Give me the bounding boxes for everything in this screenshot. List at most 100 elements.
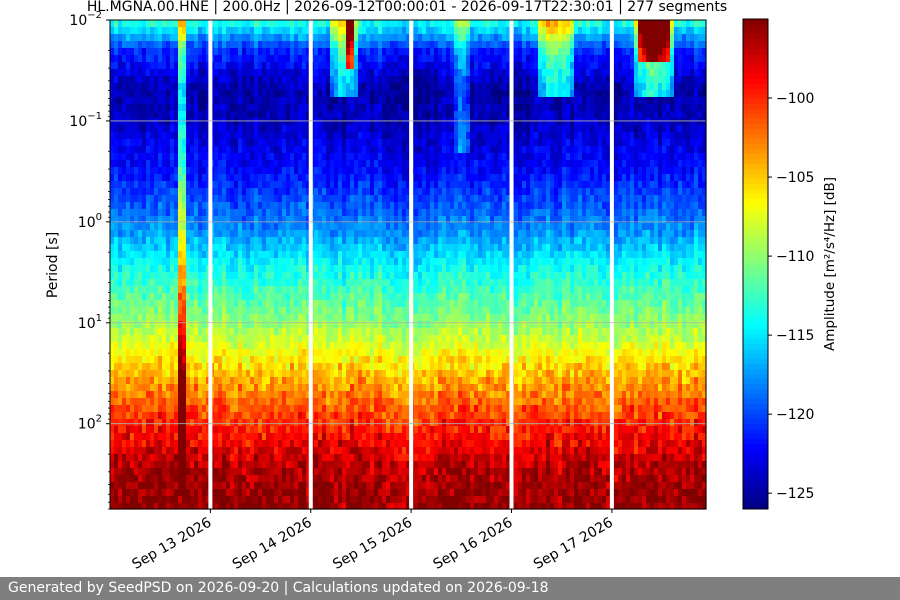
- heatmap-cell: [158, 482, 163, 490]
- heatmap-cell: [322, 419, 327, 427]
- heatmap-cell: [198, 328, 203, 336]
- heatmap-cell: [126, 279, 131, 287]
- heatmap-cell: [350, 90, 355, 98]
- heatmap-cell: [154, 41, 159, 49]
- heatmap-cell: [234, 503, 239, 510]
- heatmap-cell: [250, 279, 255, 287]
- heatmap-cell: [326, 475, 331, 483]
- heatmap-cell: [250, 251, 255, 259]
- heatmap-cell: [182, 482, 187, 490]
- heatmap-cell: [314, 391, 319, 399]
- heatmap-cell: [362, 188, 367, 196]
- heatmap-cell: [346, 258, 351, 266]
- heatmap-cell: [366, 349, 371, 357]
- heatmap-cell: [150, 76, 155, 84]
- heatmap-cell: [362, 265, 367, 273]
- heatmap-cell: [142, 265, 147, 273]
- heatmap-cell: [286, 34, 291, 42]
- heatmap-cell: [126, 244, 131, 252]
- heatmap-cell: [378, 146, 383, 154]
- heatmap-cell: [278, 111, 283, 119]
- heatmap-cell: [250, 258, 255, 266]
- heatmap-cell: [222, 34, 227, 42]
- heatmap-cell: [378, 118, 383, 126]
- heatmap-cell: [174, 209, 179, 217]
- heatmap-cell: [118, 202, 123, 210]
- heatmap-cell: [302, 482, 307, 490]
- heatmap-cell: [170, 132, 175, 140]
- heatmap-cell: [302, 90, 307, 98]
- heatmap-cell: [294, 426, 299, 434]
- heatmap-cell: [358, 461, 363, 469]
- heatmap-cell: [390, 293, 395, 301]
- heatmap-cell: [138, 83, 143, 91]
- heatmap-cell: [374, 69, 379, 77]
- heatmap-cell: [278, 244, 283, 252]
- heatmap-cell: [278, 251, 283, 259]
- heatmap-cell: [278, 153, 283, 161]
- heatmap-cell: [250, 223, 255, 231]
- heatmap-cell: [166, 244, 171, 252]
- heatmap-cell: [230, 384, 235, 392]
- heatmap-cell: [186, 447, 191, 455]
- heatmap-cell: [262, 377, 267, 385]
- heatmap-cell: [150, 209, 155, 217]
- heatmap-cell: [134, 62, 139, 70]
- heatmap-cell: [222, 223, 227, 231]
- heatmap-cell: [358, 300, 363, 308]
- heatmap-cell: [230, 216, 235, 224]
- heatmap-cell: [314, 62, 319, 70]
- heatmap-cell: [358, 167, 363, 175]
- heatmap-cell: [206, 384, 211, 392]
- heatmap-cell: [330, 48, 335, 56]
- heatmap-cell: [166, 202, 171, 210]
- heatmap-cell: [394, 104, 399, 112]
- heatmap-cell: [370, 370, 375, 378]
- heatmap-cell: [214, 377, 219, 385]
- heatmap-cell: [130, 202, 135, 210]
- heatmap-cell: [258, 237, 263, 245]
- heatmap-cell: [134, 356, 139, 364]
- heatmap-cell: [374, 419, 379, 427]
- heatmap-cell: [166, 377, 171, 385]
- heatmap-cell: [370, 377, 375, 385]
- heatmap-cell: [122, 244, 127, 252]
- heatmap-cell: [278, 447, 283, 455]
- heatmap-cell: [242, 188, 247, 196]
- heatmap-cell: [390, 419, 395, 427]
- heatmap-cell: [206, 335, 211, 343]
- heatmap-cell: [322, 146, 327, 154]
- heatmap-cell: [194, 97, 199, 105]
- heatmap-cell: [158, 104, 163, 112]
- heatmap-cell: [214, 216, 219, 224]
- heatmap-cell: [130, 244, 135, 252]
- heatmap-cell: [114, 307, 119, 315]
- heatmap-cell: [314, 125, 319, 133]
- heatmap-cell: [142, 111, 147, 119]
- heatmap-cell: [226, 167, 231, 175]
- heatmap-cell: [218, 202, 223, 210]
- heatmap-cell: [330, 62, 335, 70]
- heatmap-cell: [254, 20, 259, 28]
- heatmap-cell: [162, 391, 167, 399]
- heatmap-cell: [286, 398, 291, 406]
- heatmap-cell: [374, 321, 379, 329]
- heatmap-cell: [302, 244, 307, 252]
- heatmap-cell: [170, 398, 175, 406]
- heatmap-cell: [370, 118, 375, 126]
- heatmap-cell: [218, 90, 223, 98]
- heatmap-cell: [274, 426, 279, 434]
- heatmap-cell: [222, 426, 227, 434]
- heatmap-cell: [318, 468, 323, 476]
- heatmap-cell: [226, 20, 231, 28]
- heatmap-cell: [238, 83, 243, 91]
- heatmap-cell: [294, 419, 299, 427]
- heatmap-cell: [142, 90, 147, 98]
- heatmap-cell: [346, 146, 351, 154]
- heatmap-cell: [130, 230, 135, 238]
- heatmap-cell: [266, 160, 271, 168]
- heatmap-cell: [358, 349, 363, 357]
- heatmap-cell: [158, 489, 163, 497]
- heatmap-cell: [158, 167, 163, 175]
- heatmap-cell: [378, 160, 383, 168]
